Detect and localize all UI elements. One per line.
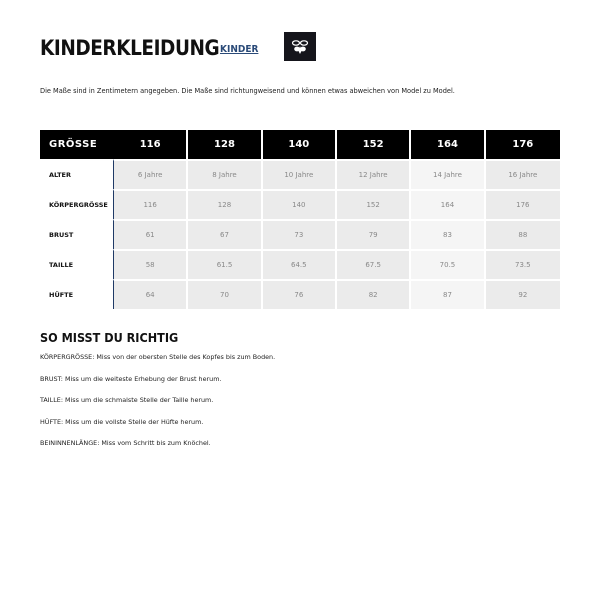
- table-cell: 176: [485, 189, 560, 219]
- row-label: KÖRPERGRÖSSE: [40, 189, 114, 219]
- table-cell: 70.5: [411, 249, 486, 279]
- table-cell: 67.5: [336, 249, 412, 279]
- header-size: 140: [262, 130, 337, 159]
- table-cell: 73: [262, 219, 337, 249]
- table-cell: 8 Jahre: [188, 159, 263, 189]
- size-chart-table: GRÖSSE 116 128 140 152 164 176 ALTER 6 Ja…: [40, 130, 560, 309]
- table-cell: 116: [114, 189, 189, 219]
- table-cell: 67: [188, 219, 263, 249]
- row-label: HÜFTE: [40, 279, 114, 309]
- hummel-bee-logo-icon: [291, 39, 309, 54]
- table-cell: 164: [411, 189, 486, 219]
- table-cell: 12 Jahre: [336, 159, 412, 189]
- header-size: 164: [411, 130, 486, 159]
- table-cell: 16 Jahre: [485, 159, 560, 189]
- table-cell: 79: [336, 219, 412, 249]
- header-size: 116: [114, 130, 189, 159]
- table-cell: 76: [262, 279, 337, 309]
- page-title: KINDERKLEIDUNG: [40, 36, 220, 60]
- table-cell: 64: [114, 279, 189, 309]
- table-cell: 64.5: [262, 249, 337, 279]
- header-size: 152: [336, 130, 412, 159]
- table-cell: 70: [188, 279, 263, 309]
- header-size: 128: [188, 130, 263, 159]
- row-label: BRUST: [40, 219, 114, 249]
- row-label: ALTER: [40, 159, 114, 189]
- table-cell: 14 Jahre: [411, 159, 486, 189]
- guide-item: KÖRPERGRÖSSE: Miss von der obersten Stel…: [40, 353, 276, 361]
- guide-item: TAILLE: Miss um die schmalste Stelle der…: [40, 396, 214, 404]
- table-cell: 88: [485, 219, 560, 249]
- measure-guide-title: SO MISST DU RICHTIG: [40, 330, 179, 345]
- guide-item: BEININNENLÄNGE: Miss vom Schritt bis zum…: [40, 439, 211, 447]
- table-row: TAILLE 58 61.5 64.5 67.5 70.5 73.5: [40, 249, 560, 279]
- table-cell: 83: [411, 219, 486, 249]
- table-cell: 61: [114, 219, 189, 249]
- table-cell: 152: [336, 189, 412, 219]
- table-cell: 73.5: [485, 249, 560, 279]
- table-cell: 128: [188, 189, 263, 219]
- table-cell: 87: [411, 279, 486, 309]
- table-row: KÖRPERGRÖSSE 116 128 140 152 164 176: [40, 189, 560, 219]
- measure-guide-list: KÖRPERGRÖSSE: Miss von der obersten Stel…: [40, 353, 275, 461]
- table-row: HÜFTE 64 70 76 82 87 92: [40, 279, 560, 309]
- table-cell: 6 Jahre: [114, 159, 189, 189]
- category-link-kinder[interactable]: KINDER: [220, 44, 259, 55]
- guide-item: BRUST: Miss um die weiteste Erhebung der…: [40, 374, 222, 383]
- table-cell: 82: [336, 279, 412, 309]
- table-row: ALTER 6 Jahre 8 Jahre 10 Jahre 12 Jahre 14 Ja…: [40, 159, 560, 189]
- table-cell: 10 Jahre: [262, 159, 337, 189]
- table-row: BRUST 61 67 73 79 83 88: [40, 219, 560, 249]
- header-size: 176: [485, 130, 560, 159]
- guide-item: HÜFTE: Miss um die vollste Stelle der Hü…: [40, 417, 204, 426]
- intro-text: Die Maße sind in Zentimetern angegeben. …: [40, 87, 455, 95]
- hummel-logo: [284, 32, 316, 61]
- table-header-row: GRÖSSE 116 128 140 152 164 176: [40, 130, 560, 159]
- table-cell: 92: [485, 279, 560, 309]
- table-cell: 61.5: [188, 249, 263, 279]
- header-groesse: GRÖSSE: [40, 130, 114, 159]
- table-cell: 140: [262, 189, 337, 219]
- row-label: TAILLE: [40, 249, 114, 279]
- table-cell: 58: [114, 249, 189, 279]
